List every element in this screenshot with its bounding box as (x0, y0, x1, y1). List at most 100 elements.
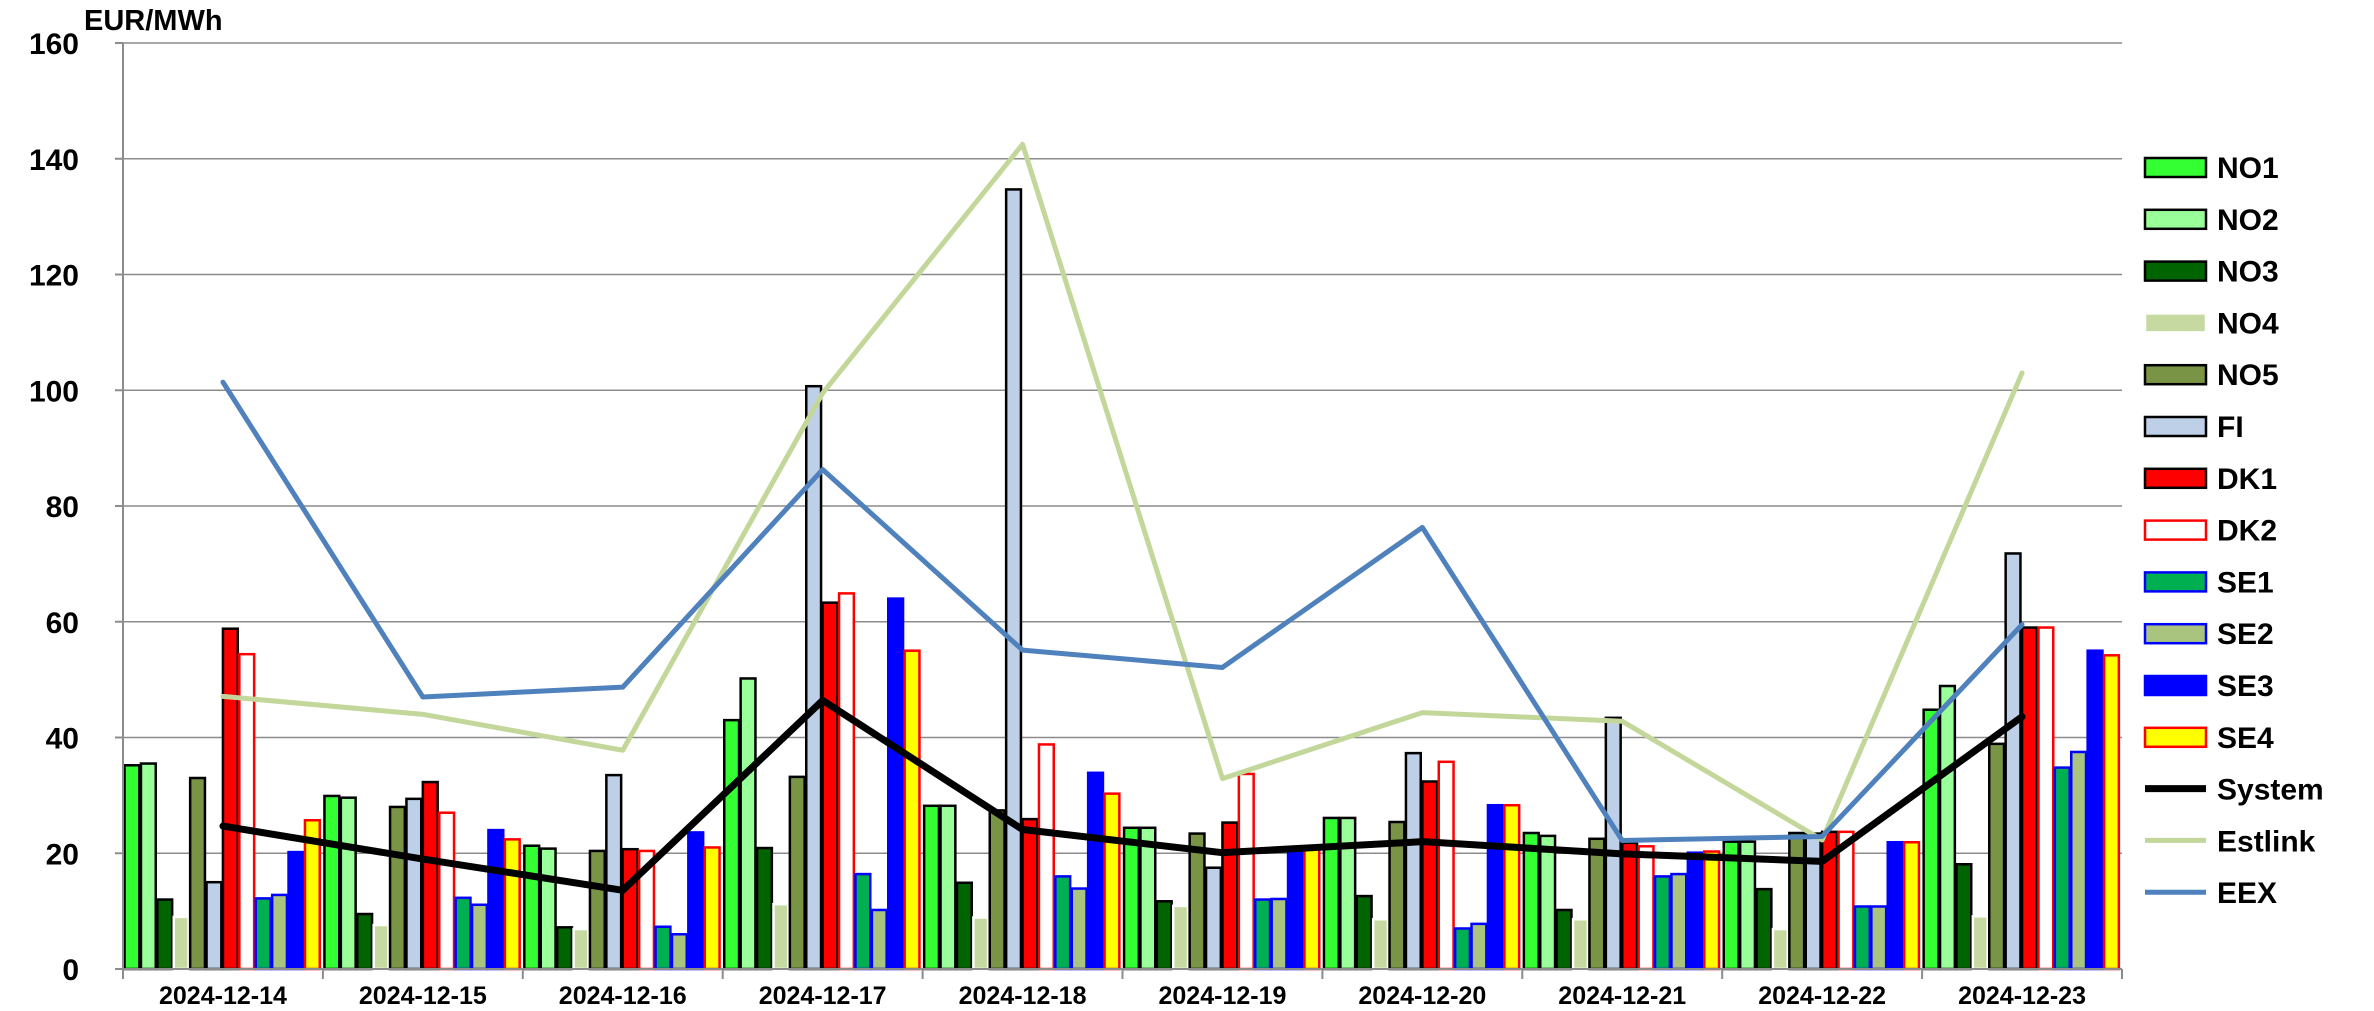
legend-item-se3: SE3 (2143, 670, 2274, 703)
bar-no1 (1322, 816, 1340, 971)
legend-swatch (2143, 156, 2208, 179)
x-tick-label: 2024-12-17 (759, 982, 887, 1010)
y-tick-label: 100 (29, 375, 79, 408)
legend-swatch (2143, 208, 2208, 231)
x-tick-label: 2024-12-18 (959, 982, 1087, 1010)
x-axis-ticks: 2024-12-14 2024-12-15 2024-12-16 2024-12-17… (159, 982, 2086, 1010)
bar-no5 (188, 776, 207, 971)
bar-no2 (1539, 834, 1557, 971)
bar-se1 (2053, 766, 2071, 971)
bar-no1 (323, 794, 341, 971)
bar-dk1 (2020, 626, 2039, 971)
bar-dk2 (1437, 760, 1455, 971)
bar-se4 (1103, 792, 1121, 971)
bar-no5 (388, 805, 407, 971)
y-tick-label: 0 (62, 954, 79, 987)
bar-no3 (1955, 862, 1973, 971)
x-tick-label: 2024-12-22 (1758, 982, 1886, 1010)
bar-dk1 (821, 601, 839, 971)
legend-label: DK1 (2217, 463, 2277, 496)
bar-se4 (503, 838, 521, 971)
bar-no5 (988, 809, 1006, 971)
bar-no5 (788, 775, 806, 971)
bar-no3 (1755, 887, 1773, 971)
legend-item-no2: NO2 (2143, 204, 2279, 237)
legend-item-no5: NO5 (2143, 359, 2279, 392)
bar-dk1 (1421, 780, 1439, 971)
y-tick-label: 140 (29, 144, 79, 177)
legend-label: DK2 (2217, 515, 2277, 548)
bar-no3 (1555, 908, 1573, 971)
bar-se3 (2086, 649, 2104, 971)
legend-label: NO1 (2217, 152, 2279, 185)
bar-se2 (1270, 897, 1288, 971)
bar-fi (1404, 751, 1422, 971)
bar-se3 (487, 828, 505, 971)
line-eex (220, 379, 2025, 844)
legend-label: SE3 (2217, 670, 2274, 703)
x-tick-label: 2024-12-15 (359, 982, 487, 1010)
bar-no5 (588, 849, 607, 971)
legend-item-dk1: DK1 (2143, 463, 2277, 496)
legend-swatch (2143, 363, 2208, 386)
bar-no2 (1139, 826, 1157, 971)
legend-label: NO5 (2217, 359, 2279, 392)
bar-no1 (723, 718, 741, 971)
legend-item-estlink: Estlink (2145, 825, 2316, 858)
bar-no3 (955, 881, 974, 971)
bar-no2 (339, 796, 357, 971)
x-tick-label: 2024-12-20 (1358, 982, 1486, 1010)
bar-no4 (172, 915, 190, 971)
bar-se3 (887, 597, 905, 971)
bar-se4 (1503, 803, 1521, 971)
bar-se1 (854, 872, 872, 971)
y-axis-ticks: 0 20 40 60 80 100 120 140 160 (29, 28, 79, 987)
bar-no2 (139, 762, 157, 971)
bar-se3 (1486, 803, 1504, 971)
bar-dk2 (2037, 626, 2055, 971)
bar-dk2 (1837, 830, 1855, 971)
gridlines (123, 42, 2122, 854)
bar-no4 (1571, 917, 1590, 971)
bar-no1 (1922, 708, 1940, 971)
bar-se1 (1853, 905, 1871, 971)
legend-item-eex: EEX (2145, 877, 2277, 910)
bar-se3 (1686, 851, 1704, 971)
bar-no2 (939, 804, 957, 971)
bar-no4 (972, 916, 990, 971)
bar-fi (605, 773, 623, 971)
bar-se1 (1254, 898, 1272, 971)
bar-no1 (523, 844, 541, 971)
legend-label: SE4 (2217, 722, 2274, 755)
bar-se4 (903, 649, 921, 971)
bar-se4 (1902, 841, 1921, 971)
legend-item-no3: NO3 (2143, 256, 2279, 289)
bar-se2 (670, 933, 689, 971)
bar-dk1 (1021, 817, 1039, 971)
bar-no2 (1339, 816, 1357, 971)
legend-swatch (2143, 622, 2208, 645)
bar-se3 (1286, 846, 1305, 971)
legend-label: NO2 (2217, 204, 2279, 237)
bar-se1 (1054, 875, 1072, 971)
y-tick-label: 20 (46, 838, 79, 871)
bar-dk1 (1221, 821, 1239, 971)
bar-no4 (372, 923, 390, 971)
legend-label: SE1 (2217, 566, 2274, 599)
bar-dk1 (221, 627, 239, 971)
bar-se3 (287, 850, 305, 971)
legend-swatch (2143, 674, 2208, 697)
bar-no4 (772, 902, 790, 971)
bar-no4 (572, 927, 590, 971)
bar-dk2 (438, 811, 456, 971)
bar-se1 (454, 896, 472, 971)
legend-label: Estlink (2217, 825, 2316, 858)
bar-fi (405, 797, 423, 971)
legend-swatch (2143, 312, 2208, 334)
bar-no5 (1788, 831, 1806, 971)
bar-se2 (270, 893, 289, 971)
bar-no3 (1355, 894, 1373, 971)
bar-dk2 (1237, 772, 1255, 971)
legend-item-se4: SE4 (2143, 722, 2274, 755)
legend-label: NO3 (2217, 256, 2279, 289)
